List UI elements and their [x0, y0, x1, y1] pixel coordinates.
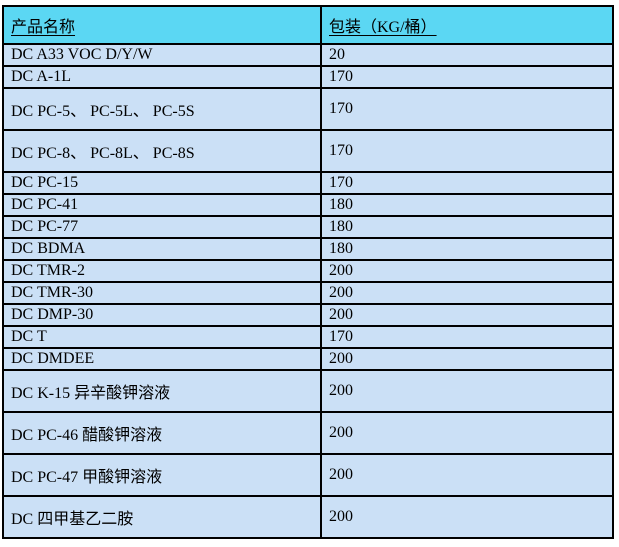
package-cell: 200	[320, 411, 614, 455]
table-row: DC PC-5、 PC-5L、 PC-5S 170	[2, 87, 614, 131]
table-row: DC DMDEE 200	[2, 347, 614, 371]
package-cell: 180	[320, 237, 614, 261]
table-body: DC A33 VOC D/Y/W 20 DC A-1L 170 DC PC-5、 PC-…	[2, 43, 614, 539]
table-row: DC PC-46 醋酸钾溶液 200	[2, 411, 614, 455]
package-cell: 200	[320, 303, 614, 327]
table-row: DC PC-8、 PC-8L、 PC-8S 170	[2, 129, 614, 173]
package-cell: 170	[320, 171, 614, 195]
package-cell: 200	[320, 453, 614, 497]
package-cell: 200	[320, 369, 614, 413]
table-row: DC PC-15 170	[2, 171, 614, 195]
product-name-cell: DC 四甲基乙二胺	[2, 495, 322, 539]
table-row: DC TMR-30 200	[2, 281, 614, 305]
package-cell: 170	[320, 325, 614, 349]
product-name-cell: DC PC-5、 PC-5L、 PC-5S	[2, 87, 322, 131]
header-package: 包装（KG/桶）	[320, 5, 614, 45]
package-cell: 20	[320, 43, 614, 67]
product-name-cell: DC PC-8、 PC-8L、 PC-8S	[2, 129, 322, 173]
package-cell: 170	[320, 129, 614, 173]
product-name-cell: DC A-1L	[2, 65, 322, 89]
table-row: DC TMR-2 200	[2, 259, 614, 283]
package-cell: 180	[320, 215, 614, 239]
package-cell: 200	[320, 281, 614, 305]
product-name-cell: DC PC-41	[2, 193, 322, 217]
package-cell: 180	[320, 193, 614, 217]
product-name-cell: DC DMDEE	[2, 347, 322, 371]
product-name-cell: DC PC-47 甲酸钾溶液	[2, 453, 322, 497]
product-name-cell: DC PC-46 醋酸钾溶液	[2, 411, 322, 455]
product-name-cell: DC BDMA	[2, 237, 322, 261]
package-cell: 170	[320, 65, 614, 89]
table-row: DC 四甲基乙二胺 200	[2, 495, 614, 539]
product-name-cell: DC K-15 异辛酸钾溶液	[2, 369, 322, 413]
product-name-cell: DC PC-77	[2, 215, 322, 239]
product-name-cell: DC TMR-2	[2, 259, 322, 283]
product-name-cell: DC PC-15	[2, 171, 322, 195]
package-cell: 200	[320, 495, 614, 539]
table-row: DC PC-47 甲酸钾溶液 200	[2, 453, 614, 497]
product-name-cell: DC A33 VOC D/Y/W	[2, 43, 322, 67]
package-cell: 200	[320, 259, 614, 283]
table-row: DC T 170	[2, 325, 614, 349]
product-package-table: 产品名称 包装（KG/桶） DC A33 VOC D/Y/W 20 DC A-1L 1…	[2, 5, 614, 539]
table-row: DC K-15 异辛酸钾溶液 200	[2, 369, 614, 413]
table-row: DC A-1L 170	[2, 65, 614, 89]
header-row: 产品名称 包装（KG/桶）	[2, 5, 614, 45]
product-name-cell: DC T	[2, 325, 322, 349]
package-cell: 200	[320, 347, 614, 371]
product-name-cell: DC TMR-30	[2, 281, 322, 305]
table-row: DC PC-41 180	[2, 193, 614, 217]
header-product-name: 产品名称	[2, 5, 322, 45]
product-name-cell: DC DMP-30	[2, 303, 322, 327]
table-row: DC PC-77 180	[2, 215, 614, 239]
table-row: DC DMP-30 200	[2, 303, 614, 327]
table-row: DC BDMA 180	[2, 237, 614, 261]
package-cell: 170	[320, 87, 614, 131]
table-row: DC A33 VOC D/Y/W 20	[2, 43, 614, 67]
